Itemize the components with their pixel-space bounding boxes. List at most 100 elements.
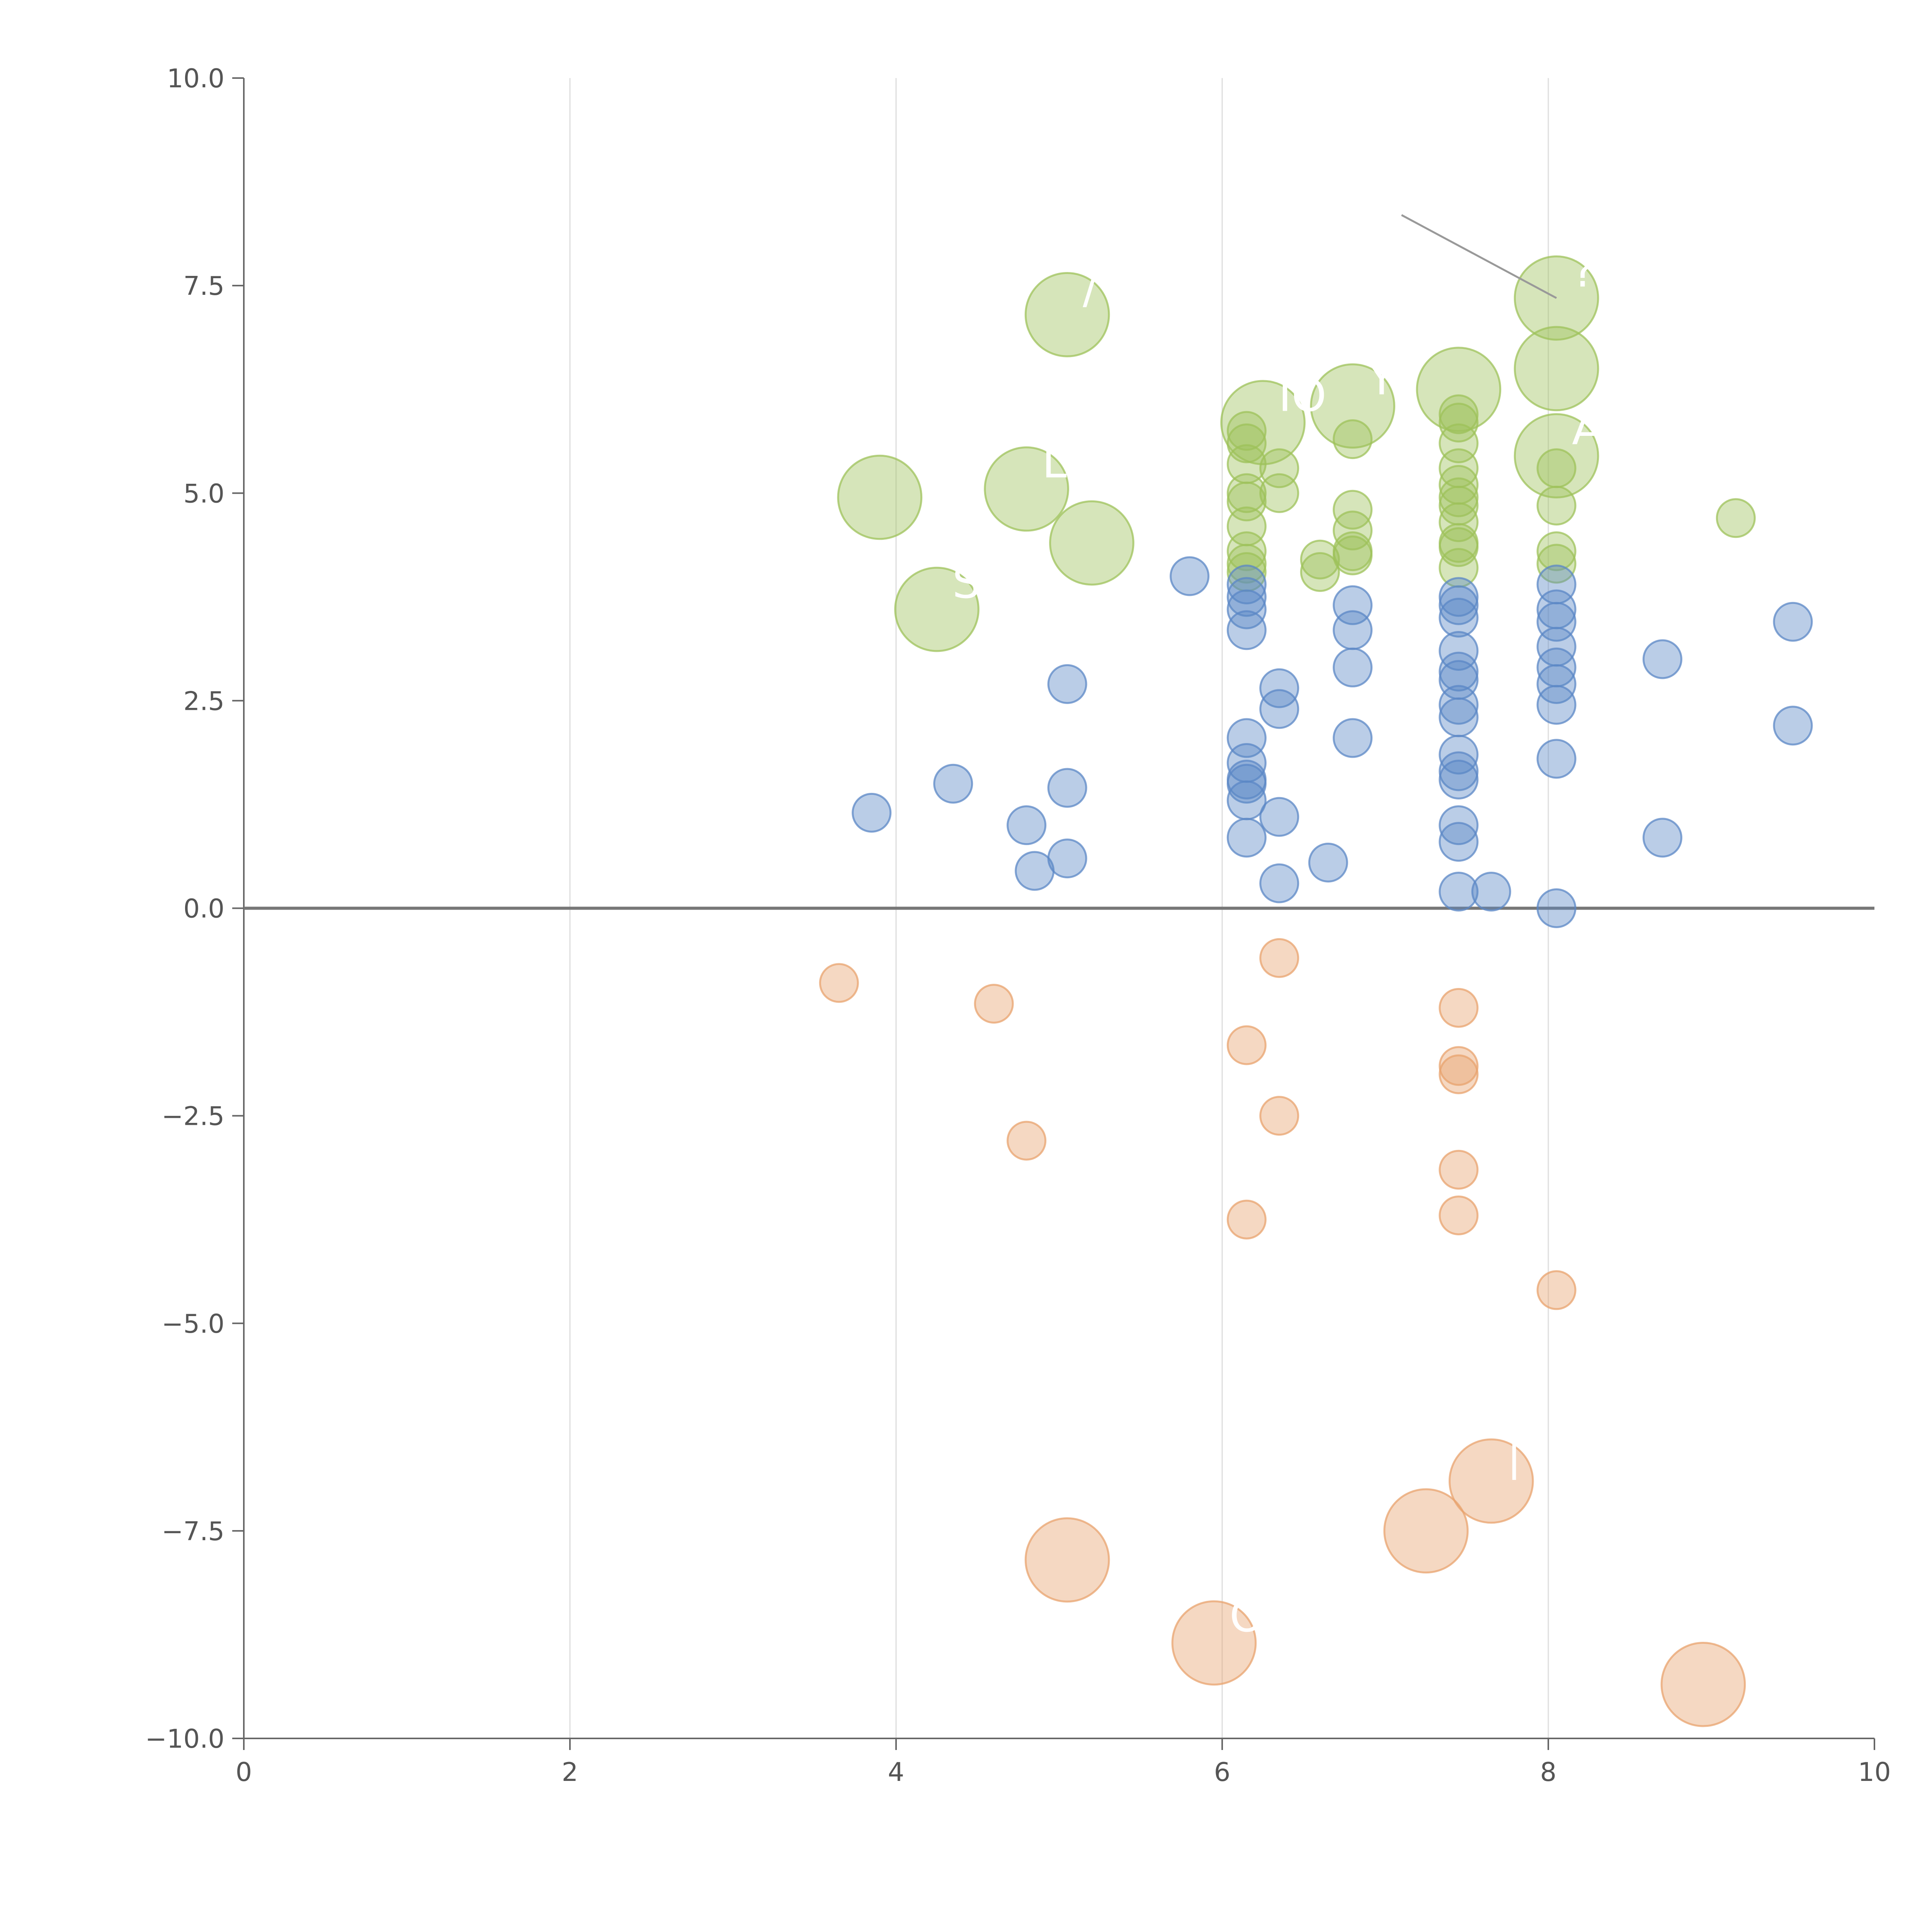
bubble-blue — [1536, 739, 1577, 779]
bubble-orange — [1259, 938, 1299, 978]
x-tick-label: 6 — [1214, 1757, 1231, 1787]
y-tick-label: −5.0 — [162, 1309, 224, 1339]
bubble-blue — [1226, 577, 1267, 617]
y-tick-label: −10.0 — [145, 1724, 224, 1754]
bubble-blue — [1773, 602, 1813, 642]
bubble-green — [1049, 500, 1134, 586]
bubble-blue — [1226, 764, 1267, 804]
bubble-blue — [1047, 838, 1087, 879]
bubble-orange — [974, 984, 1014, 1024]
y-tick-label: 5.0 — [183, 478, 224, 509]
axes: 10.0 7.5 5.0 2.5 0.0 −2.5 −5.0 −7.5 −10.0 0 2 4 6 8 10 — [145, 63, 1891, 1787]
bubble-blue — [1333, 718, 1373, 758]
bubble-blue — [1007, 805, 1047, 845]
bubble-green — [894, 566, 980, 652]
bubble-blue — [1642, 818, 1682, 858]
x-tick-label: 10 — [1858, 1757, 1891, 1787]
bubble-blue — [1439, 685, 1479, 725]
bubble-green — [1416, 347, 1502, 432]
bubble-blue — [1439, 651, 1479, 692]
bubble-green — [1536, 531, 1577, 571]
y-tick-label: 0.0 — [183, 894, 224, 924]
bubble-green — [1333, 535, 1373, 575]
bubble-blue — [1333, 610, 1373, 650]
bubble-blue — [1439, 805, 1479, 845]
bubble-blue — [1259, 863, 1299, 903]
bubble-label: S — [952, 557, 981, 609]
bubble-blue — [1259, 668, 1299, 708]
bubble-blue — [1226, 610, 1267, 650]
bubble-green — [1310, 363, 1395, 449]
bubble-blue — [1773, 706, 1813, 746]
bubble-green — [1300, 552, 1340, 592]
bubble-green — [1333, 419, 1373, 459]
bubble-green — [1226, 531, 1267, 571]
bubble-orange — [1439, 1150, 1479, 1190]
bubble-blue — [1170, 556, 1210, 596]
bubble-orange — [1024, 1517, 1110, 1603]
bubble-orange — [1439, 988, 1479, 1028]
bubble-green — [984, 446, 1069, 532]
bubble-green — [1716, 498, 1756, 538]
bubble-green — [1439, 527, 1479, 567]
bubble-orange — [819, 963, 859, 1003]
bubble-blue — [1439, 631, 1479, 671]
bubble-orange — [1439, 1195, 1479, 1235]
bubble-label: L — [1042, 437, 1067, 488]
x-tick-label: 4 — [888, 1757, 905, 1787]
bubble-orange — [1007, 1121, 1047, 1161]
y-tick-label: 10.0 — [167, 63, 224, 94]
y-tick-label: −7.5 — [162, 1516, 224, 1546]
bubble-label: ? — [1572, 245, 1595, 297]
bubble-blue — [1047, 664, 1087, 704]
bubble-green — [837, 454, 923, 540]
x-tick-label: 2 — [562, 1757, 578, 1787]
bubble-blue — [1226, 589, 1267, 629]
y-tick-label: −2.5 — [162, 1101, 224, 1131]
y-tick-label: 7.5 — [183, 271, 224, 301]
bubble-orange — [1383, 1488, 1469, 1574]
bubble-green — [1439, 403, 1479, 443]
bubble-orange — [1259, 1096, 1299, 1136]
bubble-green — [1024, 272, 1110, 357]
bubble-label: | — [1507, 1429, 1522, 1480]
bubble-green — [1226, 411, 1267, 451]
bubble-blue — [1439, 751, 1479, 791]
bubble-green — [1226, 423, 1267, 463]
x-tick-label: 0 — [236, 1757, 252, 1787]
bubble-orange — [1439, 1046, 1479, 1086]
bubble-orange — [1449, 1438, 1534, 1524]
bubble-green — [1439, 394, 1479, 434]
bubble-label: Y — [1368, 354, 1396, 405]
bubble-orange — [1439, 1054, 1479, 1094]
annotation-leader-line — [1401, 214, 1557, 299]
bubble-blue — [1439, 577, 1479, 617]
bubble-blue — [1439, 598, 1479, 638]
bubble-blue — [1536, 888, 1577, 928]
bubble-green — [1536, 544, 1577, 584]
bubble-green — [1300, 539, 1340, 580]
bubble-blue — [1536, 685, 1577, 725]
bubble-blue — [1308, 842, 1348, 883]
bubble-orange — [1226, 1025, 1267, 1065]
y-tick-label: 2.5 — [183, 686, 224, 716]
bubble-blue — [1536, 664, 1577, 704]
x-tick-label: 8 — [1540, 1757, 1557, 1787]
bubble-blue — [1439, 872, 1479, 912]
bubble-blue — [1642, 639, 1682, 679]
bubble-blue — [1226, 818, 1267, 858]
bubble-green — [1536, 485, 1577, 526]
bubble-labels: / L S IO Y? A O | — [952, 214, 1602, 1642]
bubble-label: O — [1230, 1590, 1265, 1642]
bubble-blue — [1259, 797, 1299, 837]
bubble-green — [1514, 326, 1599, 412]
bubble-blue — [933, 764, 973, 804]
bubble-label: A — [1572, 403, 1602, 455]
bubble-blue — [1439, 585, 1479, 625]
bubble-blue — [1439, 697, 1479, 737]
bubble-orange — [1171, 1600, 1257, 1686]
bubble-green — [1536, 448, 1577, 488]
bubble-orange — [1536, 1270, 1577, 1310]
bubble-blue — [1439, 822, 1479, 862]
